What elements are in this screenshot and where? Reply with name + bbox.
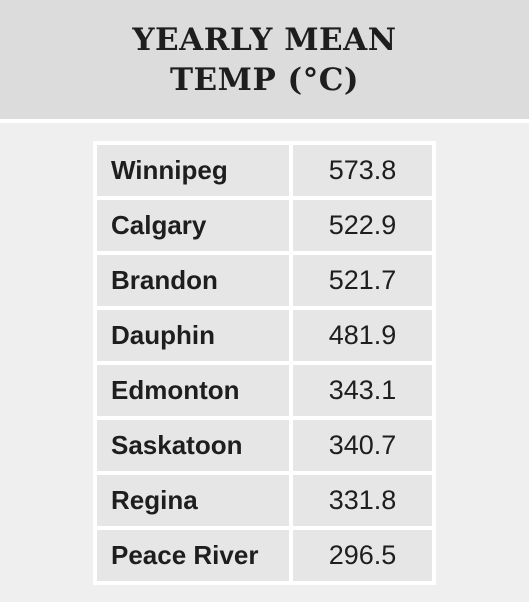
value-cell: 340.7 xyxy=(293,420,432,471)
table-row: Peace River 296.5 xyxy=(97,530,432,581)
city-cell: Regina xyxy=(97,475,289,526)
city-cell: Peace River xyxy=(97,530,289,581)
table-row: Dauphin 481.9 xyxy=(97,310,432,361)
city-cell: Brandon xyxy=(97,255,289,306)
value-cell: 343.1 xyxy=(293,365,432,416)
value-cell: 331.8 xyxy=(293,475,432,526)
table-row: Saskatoon 340.7 xyxy=(97,420,432,471)
value-cell: 573.8 xyxy=(293,145,432,196)
city-cell: Winnipeg xyxy=(97,145,289,196)
city-cell: Calgary xyxy=(97,200,289,251)
table-row: Brandon 521.7 xyxy=(97,255,432,306)
table: Winnipeg 573.8 Calgary 522.9 Brandon 521.7 Dau… xyxy=(93,141,436,585)
city-cell: Edmonton xyxy=(97,365,289,416)
table-row: Calgary 522.9 xyxy=(97,200,432,251)
table-row: Regina 331.8 xyxy=(97,475,432,526)
title: YEARLY MEAN TEMP (°C) xyxy=(132,21,397,98)
value-cell: 521.7 xyxy=(293,255,432,306)
city-cell: Saskatoon xyxy=(97,420,289,471)
value-cell: 296.5 xyxy=(293,530,432,581)
table-row: Edmonton 343.1 xyxy=(97,365,432,416)
header: YEARLY MEAN TEMP (°C) xyxy=(0,0,529,119)
city-cell: Dauphin xyxy=(97,310,289,361)
value-cell: 522.9 xyxy=(293,200,432,251)
table-row: Winnipeg 573.8 xyxy=(97,145,432,196)
value-cell: 481.9 xyxy=(293,310,432,361)
